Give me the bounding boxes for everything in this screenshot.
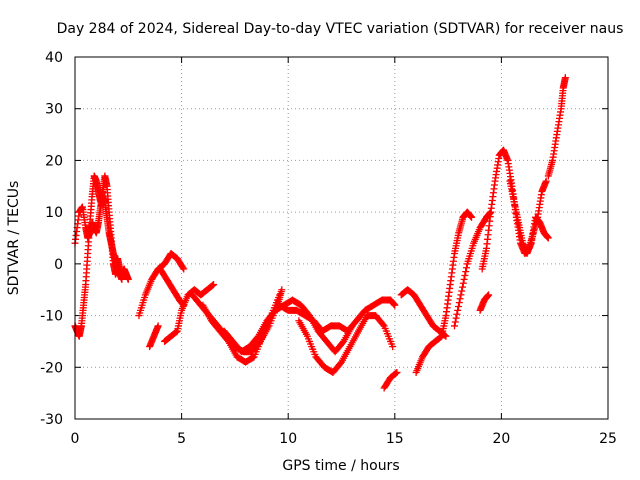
- data-point: [118, 275, 126, 283]
- y-tick-label: -10: [40, 309, 63, 325]
- x-tick-label: 15: [386, 431, 404, 447]
- data-point: [462, 268, 470, 276]
- data-point: [461, 271, 469, 279]
- y-tick-label: 20: [45, 153, 63, 169]
- data-point: [154, 322, 162, 330]
- y-axis-title: SDTVAR / TECUs: [6, 181, 22, 296]
- data-point: [276, 291, 284, 299]
- data-point: [454, 303, 462, 311]
- series-arc-k: [295, 312, 397, 376]
- x-tick-label: 10: [279, 431, 297, 447]
- series-arc-n: [412, 208, 476, 376]
- y-tick-label: 30: [45, 102, 63, 118]
- series-arc-p: [476, 291, 493, 314]
- y-tick-label: 40: [45, 50, 63, 66]
- y-tick-label: 10: [45, 205, 63, 221]
- series-arc-a: [71, 193, 132, 283]
- data-point: [179, 264, 187, 272]
- data-point: [455, 299, 463, 307]
- data-point: [454, 306, 462, 314]
- x-tick-label: 5: [177, 431, 186, 447]
- data-point: [458, 287, 466, 295]
- data-point: [210, 281, 218, 289]
- x-tick-label: 20: [492, 431, 510, 447]
- series-arc-d: [146, 322, 162, 351]
- x-tick-label: 25: [599, 431, 617, 447]
- data-point: [124, 275, 132, 283]
- series-arc-m: [397, 286, 450, 340]
- data-point: [389, 343, 397, 351]
- data-point: [485, 291, 493, 299]
- chart-title: Day 284 of 2024, Sidereal Day-to-day VTE…: [57, 21, 624, 37]
- data-point: [393, 368, 401, 376]
- data-point: [542, 177, 550, 185]
- data-point: [180, 265, 188, 273]
- data-point: [452, 314, 460, 322]
- data-point: [278, 286, 286, 294]
- data-points: [71, 74, 569, 392]
- tick-labels: 0 5 10 15 20 25 -30 -20 -10 0 10 20 30 40: [40, 50, 617, 447]
- x-tick-label: 0: [71, 431, 80, 447]
- series-arc-h: [199, 291, 284, 366]
- data-point: [450, 322, 458, 330]
- series-arc-c: [135, 250, 188, 320]
- y-tick-label: -20: [40, 360, 63, 376]
- data-point: [379, 321, 387, 329]
- data-point: [544, 234, 552, 242]
- data-point: [462, 264, 470, 272]
- data-point: [180, 301, 188, 309]
- series-arc-s: [544, 74, 569, 180]
- y-tick-label: -30: [40, 412, 63, 428]
- series-arc-j: [276, 296, 399, 335]
- series-arc-f: [156, 265, 188, 309]
- series-arc-b: [71, 172, 126, 340]
- x-axis-title: GPS time / hours: [282, 458, 399, 474]
- data-point: [468, 213, 476, 221]
- data-point: [456, 295, 464, 303]
- series-arc-r: [506, 177, 552, 258]
- data-point: [459, 279, 467, 287]
- data-point: [391, 301, 399, 309]
- y-tick-label: 0: [54, 257, 63, 273]
- data-point: [561, 74, 569, 82]
- data-point: [460, 275, 468, 283]
- series-arc-l: [380, 368, 401, 392]
- plot-frame: [74, 56, 609, 420]
- data-point: [458, 283, 466, 291]
- data-point: [453, 310, 461, 318]
- data-point: [457, 291, 465, 299]
- data-point: [451, 318, 459, 326]
